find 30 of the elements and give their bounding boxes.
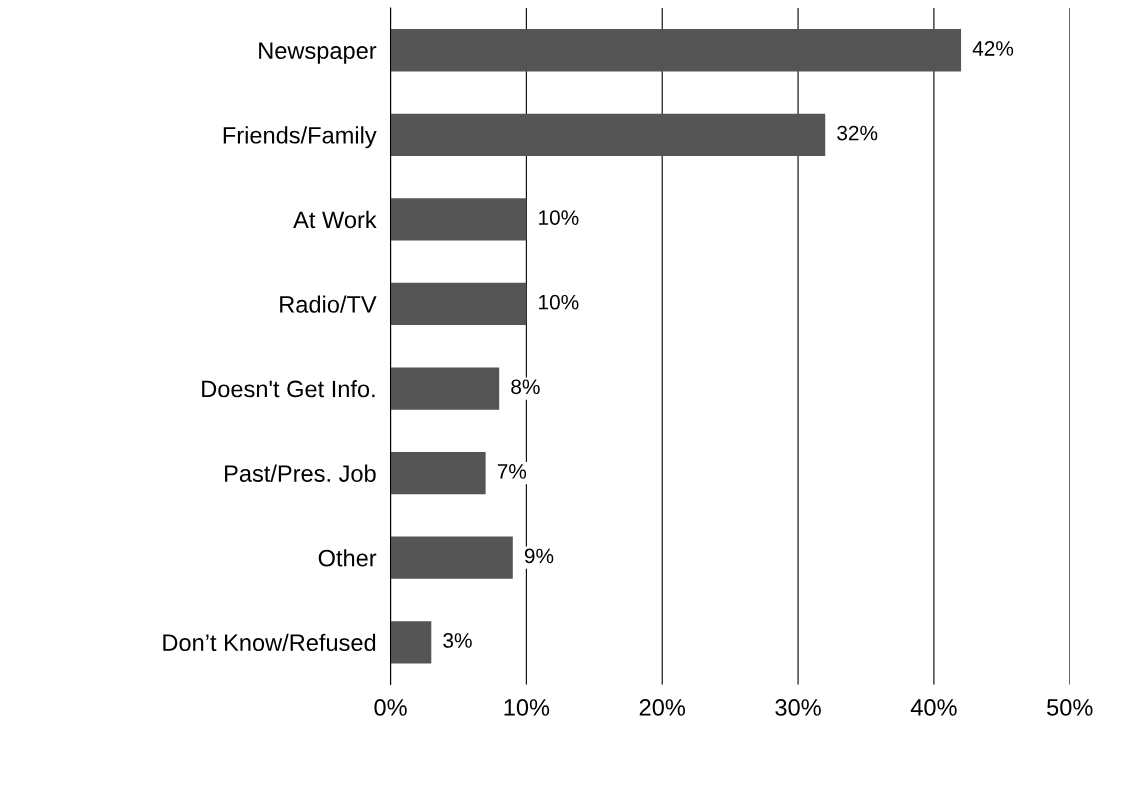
y-tick-label: At Work	[293, 210, 377, 229]
y-tick-label: Don’t Know/Refused	[163, 633, 376, 652]
y-tick-label: Doesn't Get Info.	[202, 380, 375, 398]
data-label: 3%	[443, 633, 472, 648]
bar	[390, 621, 432, 664]
data-label: 10%	[539, 210, 579, 225]
bar	[390, 451, 486, 495]
bar	[390, 536, 513, 579]
x-tick-label: 20%	[639, 699, 686, 716]
data-label: 7%	[497, 464, 527, 479]
data-label: 8%	[511, 379, 540, 395]
x-tick-label: 50%	[1047, 699, 1093, 716]
x-tick-label: 30%	[775, 699, 821, 716]
y-tick-label: Radio/TV	[280, 295, 377, 313]
y-tick-label: Other	[318, 549, 377, 567]
data-label: 42%	[972, 41, 1014, 56]
bar	[390, 367, 500, 410]
y-tick-label: Past/Pres. Job	[225, 464, 376, 482]
x-tick-label: 10%	[504, 699, 550, 716]
data-label: 32%	[837, 125, 878, 141]
y-tick-label: Newspaper	[259, 42, 377, 64]
data-label: 10%	[539, 294, 579, 310]
bar	[390, 113, 826, 156]
y-tick-label: Friends/Family	[223, 126, 377, 149]
bar	[390, 282, 527, 326]
data-label: 9%	[524, 548, 554, 564]
x-tick-label: 40%	[910, 699, 957, 716]
bar	[390, 198, 527, 241]
bar	[390, 29, 962, 72]
x-tick-label: 0%	[374, 699, 407, 716]
